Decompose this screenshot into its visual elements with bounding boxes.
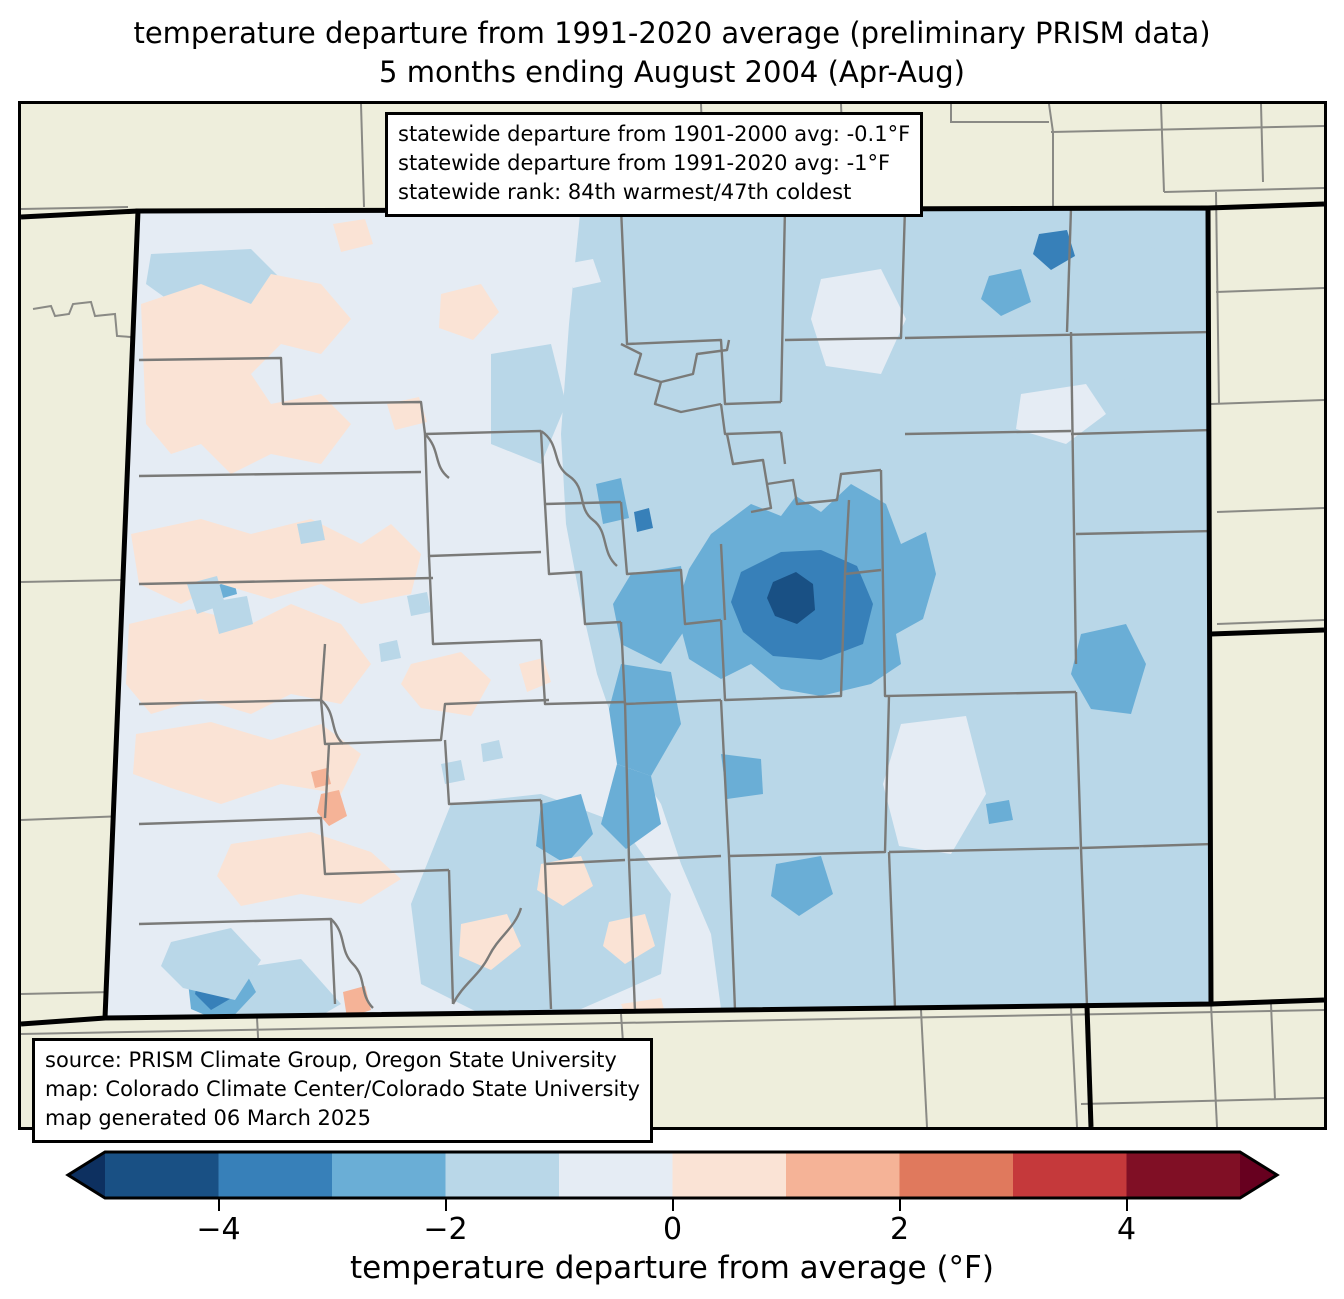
colorbar-tick-3 [898, 1198, 901, 1211]
page-title: temperature departure from 1991-2020 ave… [0, 14, 1344, 91]
colorbar-over-arrow [1240, 1152, 1277, 1198]
county-boundaries [138, 208, 1211, 1013]
statewide-stats-box: statewide departure from 1901-2000 avg: … [385, 112, 924, 217]
stat-departure-1991-2020: statewide departure from 1991-2020 avg: … [398, 150, 891, 175]
colorbar-tick-label-0: −4 [196, 1212, 241, 1247]
colorado-temperature-anomaly-map [21, 104, 1324, 1127]
source-credit-box: source: PRISM Climate Group, Oregon Stat… [32, 1038, 653, 1143]
colorbar-tick-label-3: 2 [889, 1212, 910, 1247]
colorbar-band-2 [332, 1152, 447, 1198]
colorbar-tick-label-1: −2 [423, 1212, 468, 1247]
colorbar-band-7 [899, 1152, 1014, 1198]
colorbar-tick-4 [1125, 1198, 1128, 1211]
stat-statewide-rank: statewide rank: 84th warmest/47th coldes… [398, 179, 852, 204]
colorbar-band-8 [1013, 1152, 1128, 1198]
colorbar-ticks [0, 1198, 1344, 1212]
colorbar-band-5 [672, 1152, 787, 1198]
colorbar-tick-labels: −4 −2 0 2 4 [0, 1212, 1344, 1252]
title-line-2: 5 months ending August 2004 (Apr-Aug) [379, 54, 965, 89]
colorbar-band-1 [218, 1152, 333, 1198]
source-line: source: PRISM Climate Group, Oregon Stat… [45, 1048, 617, 1072]
colorbar-tick-1 [444, 1198, 447, 1211]
colorbar-tick-label-2: 0 [662, 1212, 683, 1247]
stat-departure-1901-2000: statewide departure from 1901-2000 avg: … [398, 122, 911, 146]
colorbar-tick-0 [217, 1198, 220, 1211]
title-line-1: temperature departure from 1991-2020 ave… [133, 16, 1211, 50]
colorbar-tick-2 [671, 1198, 674, 1211]
colorbar-band-3 [445, 1152, 560, 1198]
colorbar-tick-label-4: 4 [1116, 1212, 1137, 1247]
map-credit-line: map: Colorado Climate Center/Colorado St… [45, 1076, 640, 1101]
map-generated-line: map generated 06 March 2025 [45, 1105, 372, 1130]
colorbar-band-9 [1126, 1152, 1241, 1198]
colorbar-axis-title: temperature departure from average (°F) [350, 1250, 994, 1286]
colorbar-band-4 [559, 1152, 674, 1198]
map-frame [18, 101, 1327, 1130]
colorbar: −4 −2 0 2 4 temperature departure from avera… [0, 1146, 1344, 1299]
colorbar-band-0 [105, 1152, 220, 1198]
neighbor-state-borders [21, 201, 1324, 1127]
colorbar-band-6 [786, 1152, 901, 1198]
colorbar-under-arrow [68, 1152, 105, 1198]
colorbar-swatches [65, 1150, 1280, 1200]
